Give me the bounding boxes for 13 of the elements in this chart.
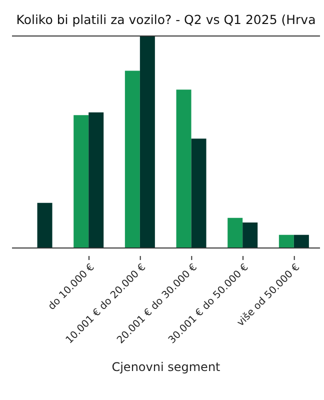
bar bbox=[176, 90, 192, 248]
x-axis-title: Cjenovni segment bbox=[112, 360, 221, 374]
bar bbox=[74, 115, 89, 248]
bar bbox=[140, 36, 155, 248]
bar bbox=[242, 222, 258, 248]
bar bbox=[278, 234, 294, 248]
bar bbox=[37, 202, 52, 248]
bar bbox=[294, 234, 309, 248]
bar bbox=[228, 218, 243, 248]
bar bbox=[88, 112, 104, 248]
bar bbox=[124, 70, 140, 248]
chart-title: Koliko bi platili za vozilo? - Q2 vs Q1 2025 (Hrva bbox=[15, 11, 317, 27]
bar bbox=[191, 138, 206, 248]
